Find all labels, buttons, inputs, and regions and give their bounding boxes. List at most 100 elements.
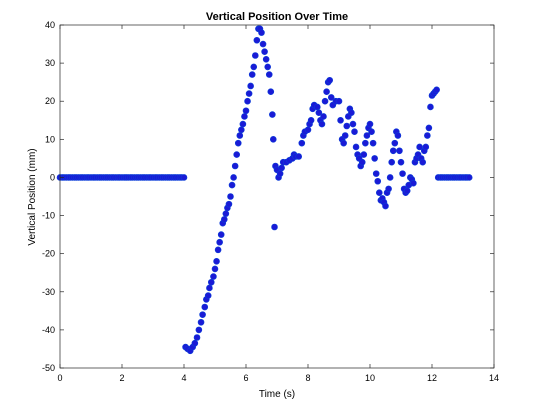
data-point [422, 143, 430, 151]
data-point [193, 334, 201, 341]
data-point [241, 113, 248, 120]
data-point [252, 52, 259, 59]
data-point [210, 273, 217, 280]
data-point [242, 107, 250, 115]
data-point [271, 223, 278, 231]
data-point [238, 126, 245, 134]
data-point [320, 113, 327, 120]
data-point [250, 63, 258, 71]
data-point [222, 210, 230, 217]
data-point [201, 303, 209, 311]
data-point [258, 29, 265, 36]
data-point [228, 181, 236, 189]
data-point [433, 86, 440, 94]
data-point [276, 170, 284, 177]
y-axis-label: Vertical Position (mm) [27, 148, 38, 245]
data-point [264, 63, 272, 71]
y-tick-label: -50 [42, 363, 55, 373]
data-point [427, 103, 434, 111]
data-point [351, 128, 358, 136]
data-point [234, 139, 242, 147]
data-point [247, 82, 254, 90]
data-point [269, 111, 276, 118]
y-tick-label: 10 [45, 134, 55, 144]
data-point [399, 170, 406, 177]
data-point [335, 97, 343, 105]
data-point [213, 257, 220, 265]
data-point [385, 185, 392, 193]
y-tick-label: -10 [42, 211, 55, 221]
data-point [307, 116, 315, 124]
data-points [56, 25, 473, 355]
data-point [204, 292, 212, 299]
data-point [214, 246, 222, 254]
axes-box [59, 24, 495, 369]
data-point [221, 216, 228, 223]
data-point [233, 151, 240, 158]
data-point [236, 132, 244, 139]
data-point [391, 139, 399, 147]
x-tick-label: 4 [181, 373, 186, 383]
data-point [216, 238, 223, 246]
data-point [217, 231, 225, 238]
data-point [424, 132, 431, 139]
data-point [352, 143, 360, 151]
data-point [360, 151, 368, 158]
data-point [349, 120, 357, 128]
data-point [337, 116, 344, 124]
data-point [197, 318, 205, 326]
data-point [199, 311, 206, 318]
data-point [207, 278, 215, 286]
x-tick-label: 8 [305, 373, 310, 383]
data-point [340, 139, 347, 147]
data-point [225, 200, 233, 208]
data-point [341, 132, 349, 139]
data-point [206, 284, 213, 292]
data-point [245, 90, 253, 97]
data-point [239, 120, 247, 128]
y-tick-label: 0 [50, 172, 55, 182]
data-point [244, 97, 251, 105]
data-point [410, 179, 417, 187]
x-tick-label: 6 [243, 373, 248, 383]
data-point [315, 109, 323, 116]
chart-title: Vertical Position Over Time [206, 11, 348, 23]
data-point [382, 202, 389, 210]
y-tick-label: 20 [45, 96, 55, 106]
data-point [269, 136, 277, 143]
data-point [394, 132, 402, 139]
data-point [375, 189, 383, 196]
x-axis-ticks: 0 2 4 6 8 10 12 14 [57, 25, 499, 383]
data-point [396, 147, 403, 155]
y-axis-ticks: 40 30 20 10 0 -10 -20 -30 -40 -50 [42, 20, 494, 373]
data-point [313, 103, 321, 111]
data-point [253, 36, 261, 44]
data-point [369, 139, 377, 147]
data-point [318, 120, 326, 128]
data-point [465, 174, 473, 181]
x-tick-label: 0 [57, 373, 62, 383]
data-point [326, 76, 334, 84]
data-point [295, 153, 303, 160]
data-point [419, 158, 427, 166]
data-point [211, 265, 219, 273]
data-point [230, 174, 237, 181]
data-point [323, 88, 330, 95]
data-point [191, 339, 199, 347]
data-point [265, 71, 273, 78]
y-tick-label: -30 [42, 287, 55, 297]
x-tick-label: 10 [365, 373, 375, 383]
y-tick-label: 30 [45, 58, 55, 68]
data-point [304, 126, 312, 134]
data-point [403, 187, 411, 195]
data-point [374, 177, 382, 185]
data-point [298, 139, 306, 147]
x-tick-label: 12 [427, 373, 437, 383]
data-point [231, 162, 239, 170]
data-point [386, 174, 394, 181]
axes [59, 24, 495, 369]
x-tick-label: 14 [489, 373, 499, 383]
data-point [425, 124, 433, 132]
